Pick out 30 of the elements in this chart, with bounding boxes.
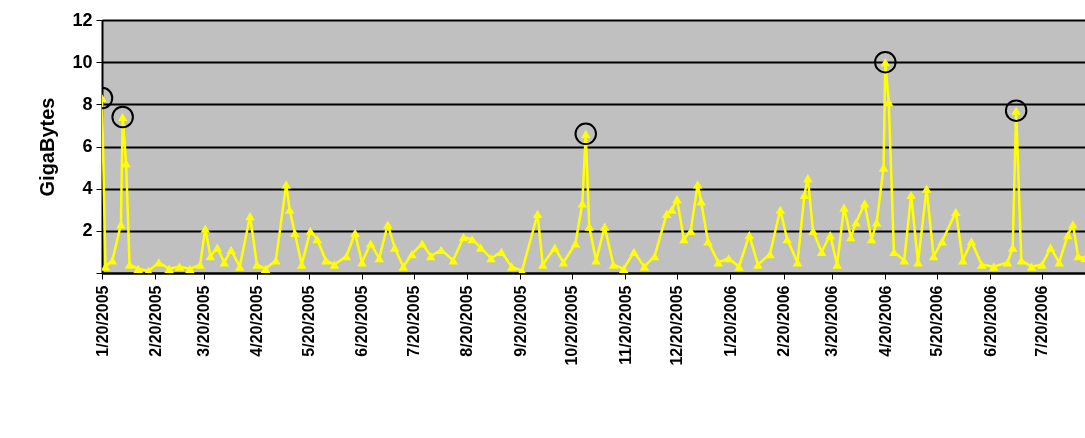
point <box>574 122 597 146</box>
y-tick-label: 4 <box>82 178 93 199</box>
y-axis-title: GigaBytes <box>36 97 59 197</box>
x-tick-label: 2/20/2005 <box>146 285 164 357</box>
x-tick-label: 6/20/2006 <box>981 285 999 357</box>
x-tick-label: 10/20/2005 <box>563 285 581 366</box>
x-tick-label: 2/20/2006 <box>775 285 793 357</box>
y-tick-label: 2 <box>82 220 93 241</box>
y-tick-label: 6 <box>82 136 93 156</box>
x-tick-label: 12/20/2005 <box>668 285 686 366</box>
x-tick-label: 6/20/2005 <box>353 285 371 357</box>
x-tick-label: 3/20/2006 <box>823 285 841 357</box>
x-tick-label: 5/20/2005 <box>300 285 318 357</box>
x-tick-label: 4/20/2005 <box>248 285 266 357</box>
x-tick-label: 9/20/2005 <box>511 285 529 357</box>
x-tick-label: 11/20/2005 <box>616 285 634 365</box>
y-tick-label: 12 <box>72 9 93 30</box>
x-tick-label: 8/20/2005 <box>458 285 476 357</box>
x-tick-label: 7/20/2006 <box>1033 285 1051 357</box>
x-tick-label: 1/20/2005 <box>93 285 111 357</box>
x-tick-label: 5/20/2006 <box>928 285 946 357</box>
x-tick-label: 7/20/2005 <box>405 285 423 357</box>
point <box>874 50 897 74</box>
x-tick-label: 4/20/2006 <box>876 285 894 357</box>
x-tick-label: 1/20/2006 <box>721 285 739 357</box>
x-tick-label: 3/20/2005 <box>195 285 213 357</box>
y-tick-label: 10 <box>72 51 93 72</box>
point <box>1004 99 1028 122</box>
point <box>111 105 134 129</box>
y-tick-label: 8 <box>82 93 93 114</box>
